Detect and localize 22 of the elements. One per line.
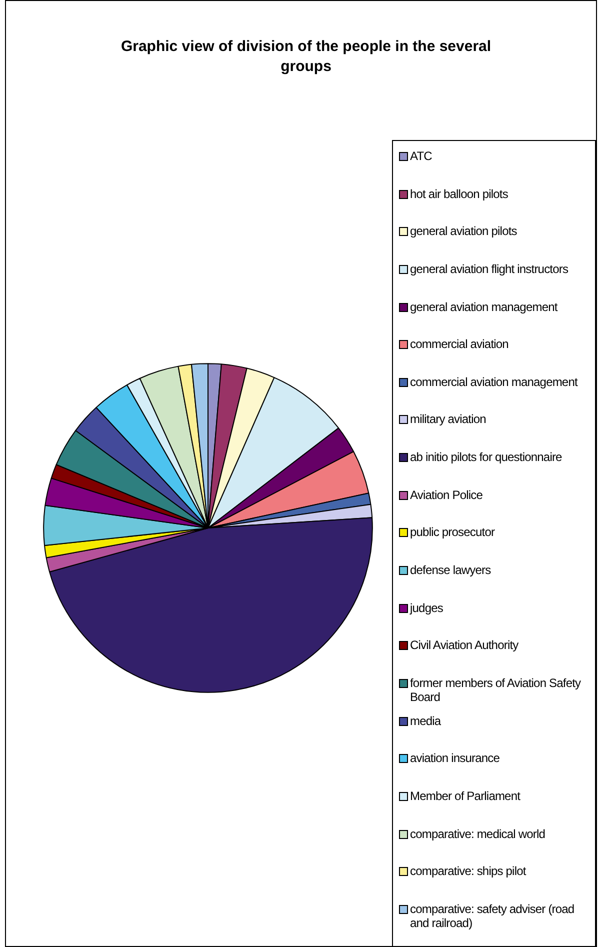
legend-label: Aviation Police bbox=[410, 488, 482, 502]
legend-label: Member of Parliament bbox=[410, 788, 520, 803]
legend-label: general aviation flight instructors bbox=[410, 262, 568, 276]
legend-label: public prosecutor bbox=[410, 525, 495, 540]
legend-label: comparative: medical world bbox=[410, 826, 545, 841]
legend-label: military aviation bbox=[410, 412, 486, 426]
legend-label: former members of Aviation Safety Board bbox=[410, 676, 582, 704]
legend-label: aviation insurance bbox=[410, 751, 500, 766]
chart-title: Graphic view of division of the people in the several groups bbox=[120, 37, 492, 77]
legend-label: commercial aviation management bbox=[410, 374, 578, 389]
legend-label: defense lawyers bbox=[410, 563, 491, 578]
legend-label: ATC bbox=[410, 149, 432, 163]
legend-label: comparative: safety adviser (road and railroad) bbox=[410, 902, 576, 930]
legend-label: general aviation pilots bbox=[410, 224, 517, 238]
legend-label: media bbox=[410, 714, 441, 728]
legend-label: Civil Aviation Authority bbox=[410, 638, 518, 652]
legend-label: commercial aviation bbox=[410, 337, 508, 352]
legend-label: comparative: ships pilot bbox=[410, 864, 526, 878]
legend-label: hot air balloon pilots bbox=[410, 186, 508, 201]
legend-label: judges bbox=[410, 600, 443, 615]
legend-label: general aviation management bbox=[410, 300, 558, 314]
legend-label: ab initio pilots for questionnaire bbox=[410, 450, 562, 464]
